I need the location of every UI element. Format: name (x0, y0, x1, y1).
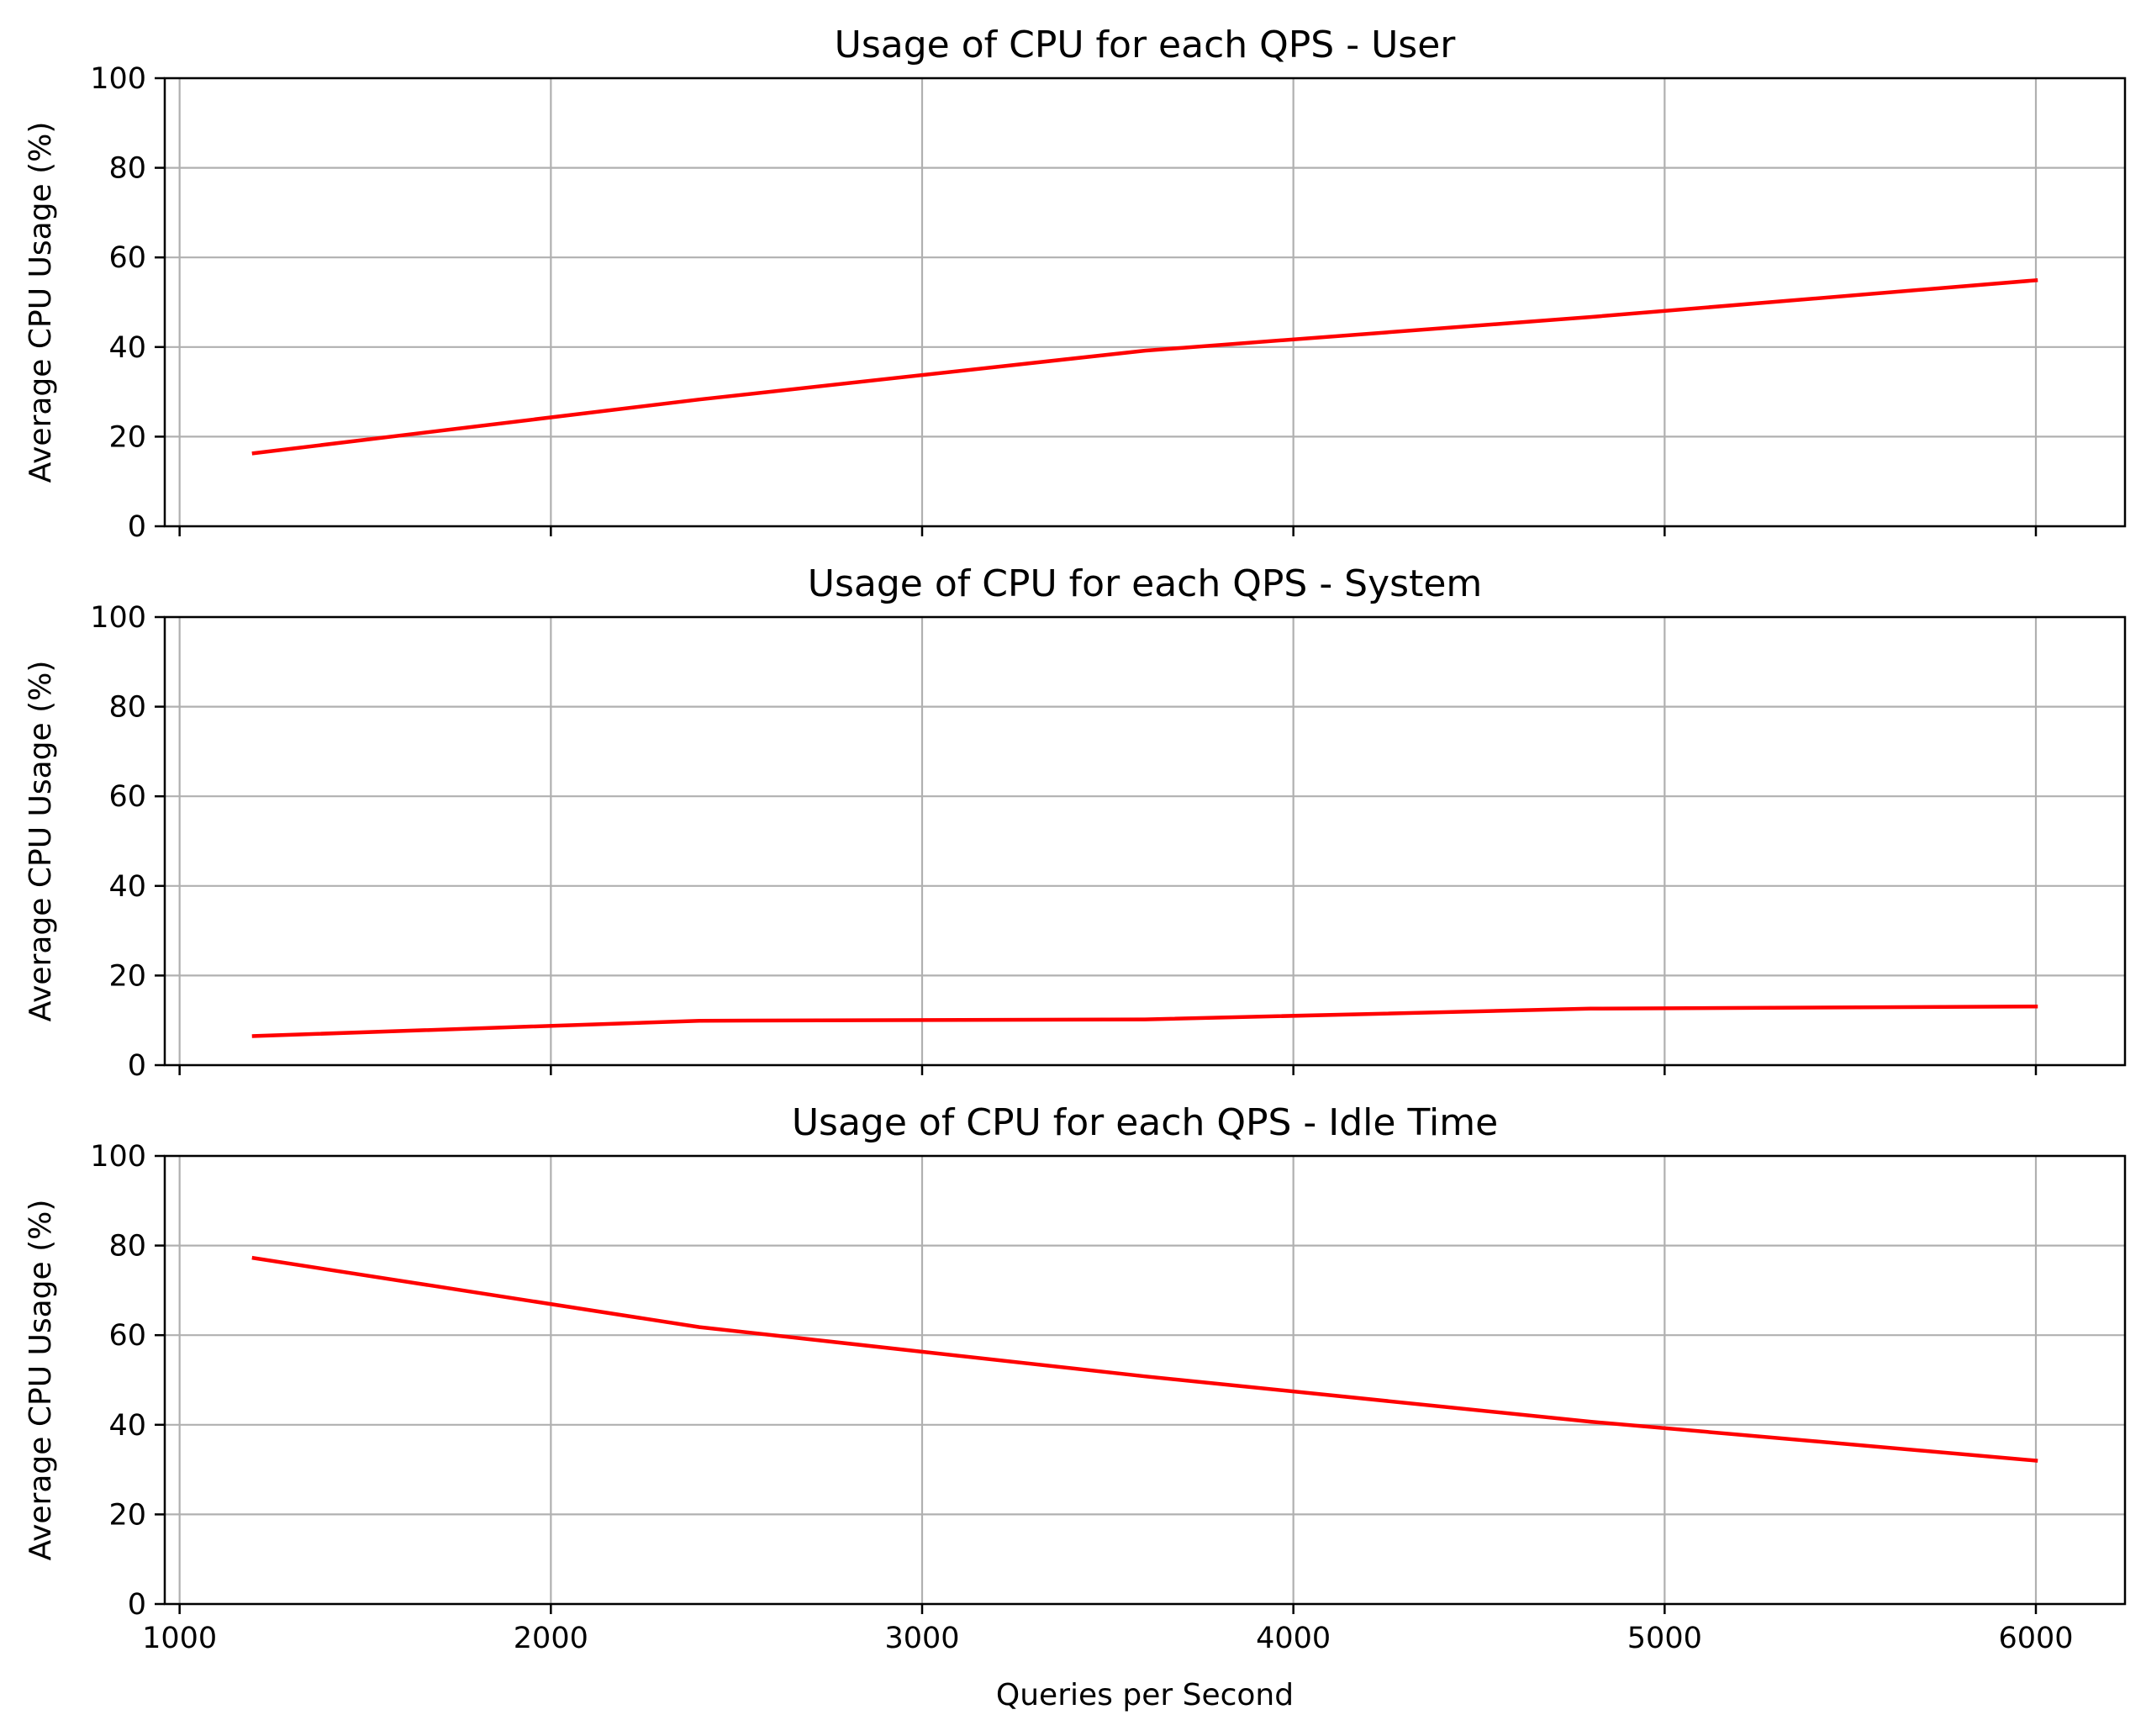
axes-frame (163, 77, 2127, 528)
subplot-1: 0 20 40 60 80 100 Usage of CPU for each QPS - … (24, 24, 2127, 544)
y-tick-label: 0 (128, 1049, 146, 1083)
y-tick-label: 80 (108, 691, 146, 725)
y-tick-label: 40 (108, 331, 146, 365)
y-axis-label: Average CPU Usage (%) (24, 661, 58, 1022)
y-tick-label: 80 (108, 1230, 146, 1264)
subplots: 0 20 40 60 80 100 Usage of CPU for each QPS - … (24, 24, 2127, 1655)
x-tick-label: 3000 (884, 1622, 959, 1655)
series-line (251, 277, 2038, 456)
y-tick-label: 60 (108, 241, 146, 275)
x-tick-label: 4000 (1256, 1622, 1331, 1655)
y-tick-label: 80 (108, 152, 146, 186)
y-tick-label: 0 (128, 510, 146, 544)
x-tick-label: 1000 (142, 1622, 217, 1655)
series-line (251, 1004, 2038, 1038)
y-tick-label: 0 (128, 1588, 146, 1622)
x-tick-label: 2000 (514, 1622, 588, 1655)
series-line (251, 1255, 2038, 1463)
y-tick-label: 40 (108, 1409, 146, 1443)
y-axis-label: Average CPU Usage (%) (24, 122, 58, 483)
x-tick-label: 5000 (1627, 1622, 1702, 1655)
axes-frame (163, 1154, 2127, 1606)
subplot-title: Usage of CPU for each QPS - Idle Time (792, 1101, 1498, 1144)
subplot-title: Usage of CPU for each QPS - System (808, 562, 1483, 605)
x-axis-label: Queries per Second (996, 1678, 1294, 1712)
y-tick-label: 20 (108, 420, 146, 454)
y-tick-label: 100 (90, 62, 146, 96)
y-tick-label: 60 (108, 780, 146, 814)
y-tick-label: 100 (90, 1140, 146, 1174)
subplot-3: 1000 2000 3000 4000 5000 6000 0 20 40 60 80 100 Usag… (24, 1101, 2127, 1655)
y-tick-label: 40 (108, 870, 146, 904)
subplot-2: 0 20 40 60 80 100 Usage of CPU for each QPS - … (24, 562, 2127, 1083)
x-tick-label: 6000 (1998, 1622, 2073, 1655)
y-tick-label: 100 (90, 601, 146, 635)
y-tick-label: 20 (108, 1498, 146, 1532)
y-tick-label: 60 (108, 1319, 146, 1353)
axes-frame (163, 615, 2127, 1067)
y-axis-label: Average CPU Usage (%) (24, 1200, 58, 1561)
subplot-title: Usage of CPU for each QPS - User (835, 24, 1457, 66)
y-tick-label: 20 (108, 959, 146, 993)
